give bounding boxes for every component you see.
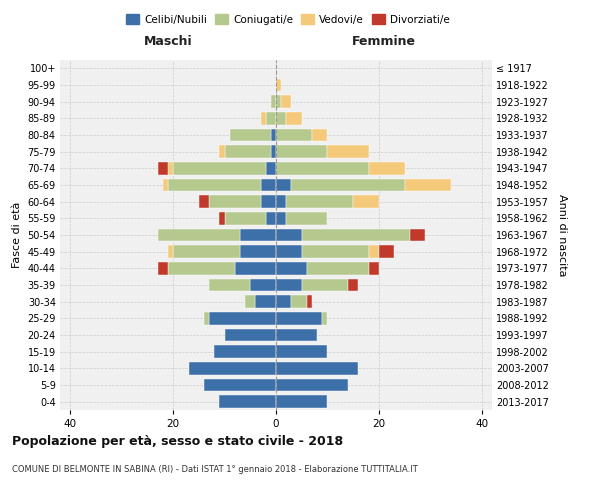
Bar <box>220 212 224 224</box>
Bar <box>276 379 348 391</box>
Bar <box>168 262 235 274</box>
Bar <box>199 196 209 208</box>
Bar <box>168 162 173 174</box>
Bar <box>302 229 410 241</box>
Bar <box>302 246 368 258</box>
Bar <box>158 162 168 174</box>
Bar <box>173 246 240 258</box>
Bar <box>209 312 276 324</box>
Y-axis label: Fasce di età: Fasce di età <box>12 202 22 268</box>
Bar <box>235 262 276 274</box>
Bar <box>276 212 286 224</box>
Bar <box>276 179 292 192</box>
Bar <box>158 229 240 241</box>
Bar <box>220 396 276 408</box>
Bar <box>209 196 260 208</box>
Bar <box>220 146 224 158</box>
Bar <box>307 262 368 274</box>
Bar <box>271 146 276 158</box>
Bar <box>312 129 328 141</box>
Bar <box>266 162 276 174</box>
Bar <box>286 212 328 224</box>
Bar <box>410 229 425 241</box>
Bar <box>307 296 312 308</box>
Bar <box>240 229 276 241</box>
Bar <box>368 162 404 174</box>
Bar <box>256 296 276 308</box>
Bar <box>163 179 168 192</box>
Bar <box>188 362 276 374</box>
Bar <box>276 129 312 141</box>
Bar <box>173 162 266 174</box>
Text: Popolazione per età, sesso e stato civile - 2018: Popolazione per età, sesso e stato civil… <box>12 435 343 448</box>
Bar <box>245 296 256 308</box>
Bar <box>276 262 307 274</box>
Bar <box>276 246 302 258</box>
Y-axis label: Anni di nascita: Anni di nascita <box>557 194 568 276</box>
Bar <box>240 246 276 258</box>
Bar <box>328 146 368 158</box>
Bar <box>281 96 292 108</box>
Bar <box>286 196 353 208</box>
Bar <box>260 112 266 124</box>
Bar <box>276 346 328 358</box>
Bar <box>404 179 451 192</box>
Legend: Celibi/Nubili, Coniugati/e, Vedovi/e, Divorziati/e: Celibi/Nubili, Coniugati/e, Vedovi/e, Di… <box>122 10 454 29</box>
Bar <box>302 279 348 291</box>
Bar <box>276 96 281 108</box>
Bar <box>260 196 276 208</box>
Bar <box>250 279 276 291</box>
Bar <box>322 312 328 324</box>
Bar <box>276 296 292 308</box>
Bar <box>204 312 209 324</box>
Bar <box>286 112 302 124</box>
Bar <box>209 279 250 291</box>
Bar <box>168 179 260 192</box>
Bar <box>276 329 317 341</box>
Bar <box>379 246 394 258</box>
Bar <box>276 162 368 174</box>
Bar <box>224 146 271 158</box>
Bar <box>348 279 358 291</box>
Bar <box>271 129 276 141</box>
Bar <box>276 229 302 241</box>
Bar <box>168 246 173 258</box>
Bar <box>276 112 286 124</box>
Text: COMUNE DI BELMONTE IN SABINA (RI) - Dati ISTAT 1° gennaio 2018 - Elaborazione TU: COMUNE DI BELMONTE IN SABINA (RI) - Dati… <box>12 465 418 474</box>
Bar <box>204 379 276 391</box>
Bar <box>266 112 276 124</box>
Bar <box>214 346 276 358</box>
Bar <box>292 296 307 308</box>
Bar <box>230 129 271 141</box>
Bar <box>271 96 276 108</box>
Text: Femmine: Femmine <box>352 36 416 49</box>
Bar <box>266 212 276 224</box>
Bar <box>368 246 379 258</box>
Bar <box>276 396 328 408</box>
Bar <box>158 262 168 274</box>
Bar <box>224 212 266 224</box>
Bar <box>276 312 322 324</box>
Bar <box>276 279 302 291</box>
Bar <box>276 79 281 92</box>
Bar <box>276 146 328 158</box>
Bar <box>292 179 404 192</box>
Bar <box>276 362 358 374</box>
Bar <box>368 262 379 274</box>
Text: Maschi: Maschi <box>143 36 193 49</box>
Bar <box>276 196 286 208</box>
Bar <box>260 179 276 192</box>
Bar <box>224 329 276 341</box>
Bar <box>353 196 379 208</box>
